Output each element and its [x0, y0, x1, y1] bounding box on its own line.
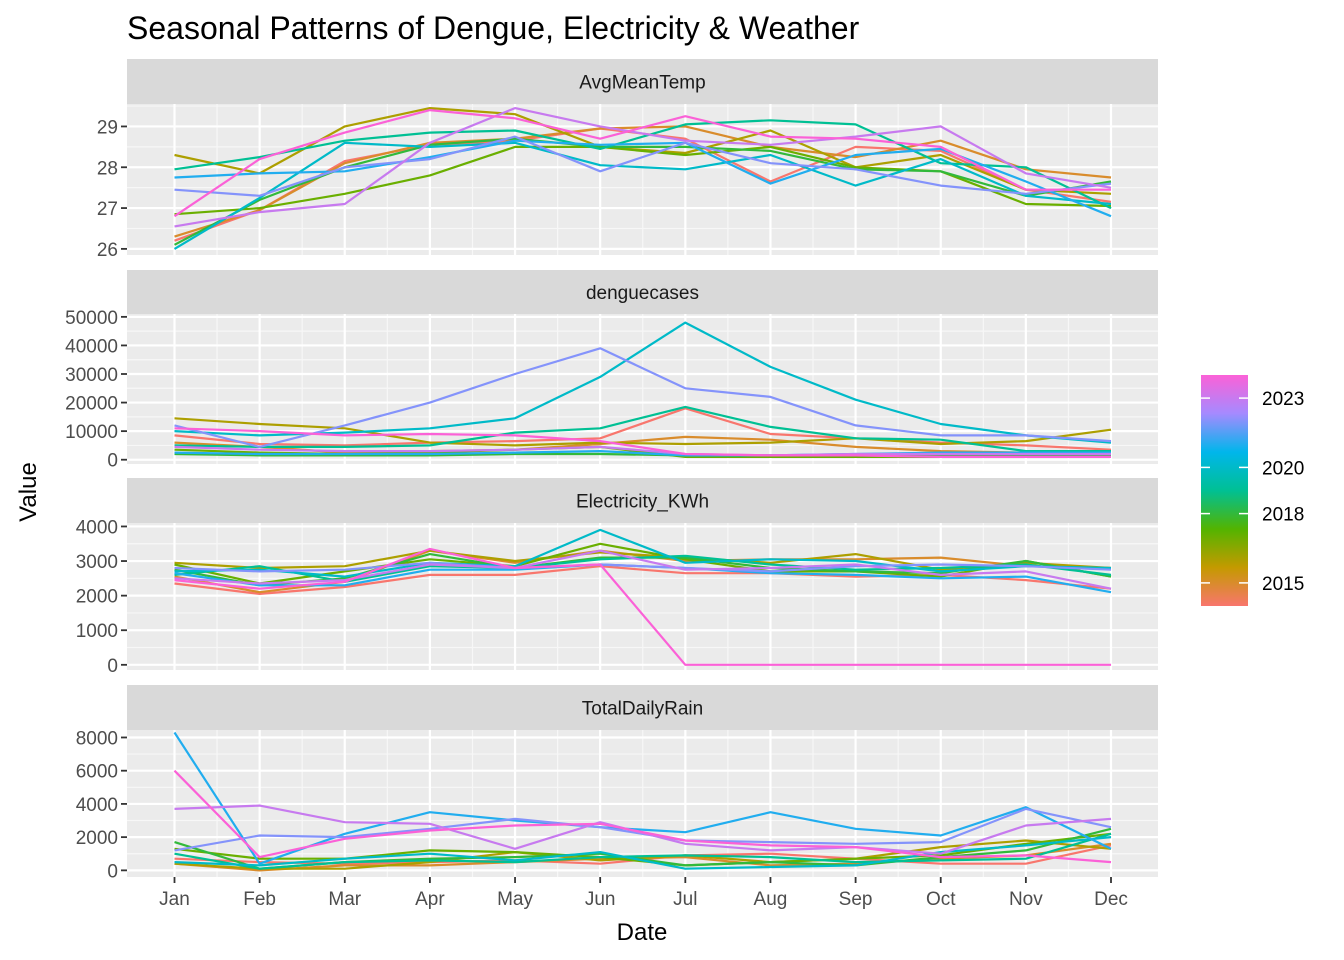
- legend-tick-label: 2023: [1262, 389, 1304, 410]
- legend-tick-label: 2015: [1262, 574, 1304, 595]
- x-tick-label: Jan: [159, 889, 190, 910]
- x-tick-label: Sep: [839, 889, 873, 910]
- legend-colorbar: [1201, 375, 1248, 606]
- y-tick-label: 2000: [76, 587, 118, 608]
- series-line-denguecases-2021: [174, 450, 1111, 457]
- color-legend: 2015 2018 2020 2023: [1201, 375, 1304, 606]
- facet-strip: [127, 478, 1158, 523]
- series-line-electricity-kwh-2023: [174, 549, 1112, 590]
- panel-avgmeantemp: AvgMeanTemp 26 27 28 29: [97, 59, 1158, 261]
- y-tick-label: 10000: [65, 422, 118, 443]
- series-line-avgmeantemp-2020: [173, 141, 1112, 250]
- y-tick-label: 0: [107, 656, 118, 677]
- x-tick-label: Dec: [1094, 889, 1128, 910]
- chart-title: Seasonal Patterns of Dengue, Electricity…: [127, 10, 860, 46]
- facet-strip: [127, 59, 1158, 104]
- y-tick-label: 28: [97, 158, 118, 179]
- series-line-electricity-kwh-2014: [174, 565, 1112, 596]
- x-axis-title: Date: [617, 919, 668, 946]
- x-tick-label: May: [497, 889, 533, 910]
- panel-denguecases: denguecases 0 10000 20000 30000 40000 50000: [65, 270, 1158, 472]
- series-line-avgmeantemp-2024: [173, 108, 1111, 218]
- series-line-denguecases-2016: [174, 417, 1112, 447]
- series-line-denguecases-2020: [174, 321, 1112, 444]
- series-line-avgmeantemp-2017: [174, 145, 1112, 216]
- series-line-electricity-kwh-2016: [174, 549, 1112, 571]
- y-tick-label: 0: [107, 451, 118, 472]
- y-axis-title: Value: [15, 462, 42, 522]
- y-tick-label: 8000: [76, 728, 118, 749]
- x-tick-label: Aug: [754, 889, 788, 910]
- x-tick-label: Oct: [926, 889, 956, 910]
- series-line-denguecases-2019: [174, 405, 1111, 453]
- y-tick-label: 50000: [65, 308, 118, 329]
- x-tick-label: Jul: [673, 889, 697, 910]
- series-line-totaldailyrain-2020: [174, 836, 1112, 870]
- series-line-avgmeantemp-2022: [174, 135, 1112, 197]
- x-tick-label: Feb: [243, 889, 276, 910]
- series-line-totaldailyrain-2021: [173, 731, 1112, 865]
- y-tick-label: 30000: [65, 365, 118, 386]
- legend-tick-label: 2018: [1262, 505, 1304, 526]
- series-line-totaldailyrain-2019: [174, 832, 1112, 870]
- series-line-electricity-kwh-2019: [174, 554, 1112, 583]
- y-tick-label: 0: [107, 861, 118, 882]
- x-tick-label: Apr: [415, 889, 445, 910]
- facet-strip: [127, 685, 1158, 730]
- facet-label: denguecases: [586, 283, 699, 304]
- legend-tick-label: 2020: [1262, 458, 1304, 479]
- series-line-avgmeantemp-2019: [174, 119, 1112, 210]
- y-tick-label: 2000: [76, 828, 118, 849]
- series-line-denguecases-2024: [174, 427, 1111, 458]
- series-line-electricity-kwh-2024: [174, 547, 1111, 666]
- x-axis: Jan Feb Mar Apr May Jun Jul Aug Sep Oct Nov Dec: [159, 877, 1128, 910]
- y-tick-label: 1000: [76, 621, 118, 642]
- facet-label: TotalDailyRain: [582, 699, 703, 720]
- panel-totaldailyrain: TotalDailyRain 0 2000 4000 6000 8000: [76, 685, 1158, 882]
- facet-strip: [127, 270, 1158, 314]
- y-tick-label: 27: [97, 199, 118, 220]
- series-line-totaldailyrain-2016: [174, 839, 1112, 870]
- facet-panels: AvgMeanTemp26272829denguecases0100002000…: [65, 59, 1158, 882]
- y-tick-label: 4000: [76, 795, 118, 816]
- series-line-totaldailyrain-2024: [173, 769, 1112, 864]
- y-tick-label: 3000: [76, 552, 118, 573]
- series-line-denguecases-2018: [174, 452, 1111, 457]
- y-tick-label: 6000: [76, 762, 118, 783]
- series-line-electricity-kwh-2022: [174, 561, 1112, 573]
- panel-electricity-kwh: Electricity_KWh 0 1000 2000 3000 4000: [76, 478, 1158, 677]
- x-tick-label: Jun: [585, 889, 616, 910]
- facet-label: AvgMeanTemp: [579, 73, 705, 94]
- y-tick-label: 26: [97, 240, 118, 261]
- y-tick-label: 40000: [65, 336, 118, 357]
- x-tick-label: Nov: [1009, 889, 1043, 910]
- series-line-denguecases-2023: [174, 445, 1111, 457]
- series-line-denguecases-2022: [174, 347, 1112, 448]
- series-line-electricity-kwh-2020: [174, 528, 1112, 578]
- y-tick-label: 20000: [65, 394, 118, 415]
- series-line-avgmeantemp-2023: [174, 106, 1112, 228]
- y-tick-label: 29: [97, 117, 118, 138]
- facet-label: Electricity_KWh: [576, 492, 709, 513]
- x-tick-label: Mar: [328, 889, 361, 910]
- y-tick-label: 4000: [76, 517, 118, 538]
